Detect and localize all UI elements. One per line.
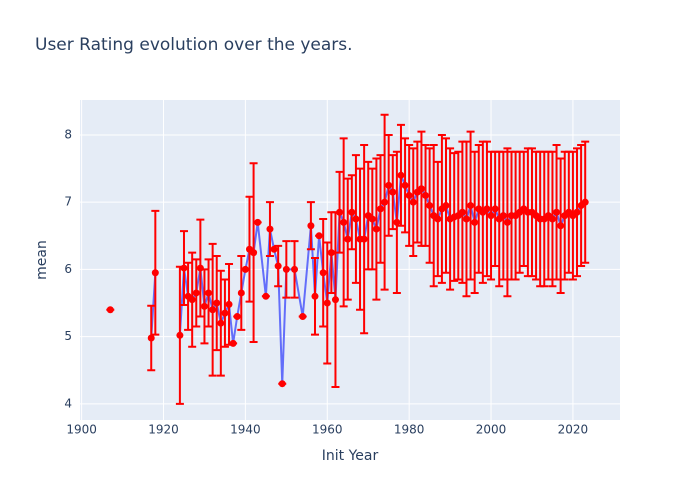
marker [270, 245, 278, 253]
marker [499, 212, 507, 220]
marker [426, 202, 434, 210]
marker [458, 208, 466, 216]
marker [503, 218, 511, 226]
marker [233, 312, 241, 320]
marker [377, 205, 385, 213]
marker [291, 265, 299, 273]
marker [188, 296, 196, 304]
x-tick-label: 2020 [558, 423, 589, 437]
marker [180, 264, 188, 272]
marker [262, 292, 270, 300]
y-tick-label: 8 [64, 127, 72, 141]
marker [225, 300, 233, 308]
marker [176, 331, 184, 339]
marker [221, 309, 229, 317]
y-tick-label: 5 [64, 329, 72, 343]
marker [266, 225, 274, 233]
marker [200, 302, 208, 310]
marker [274, 262, 282, 270]
marker [192, 289, 200, 297]
marker [196, 264, 204, 272]
marker [385, 181, 393, 189]
marker [344, 235, 352, 243]
marker [299, 312, 307, 320]
marker [237, 289, 245, 297]
marker [381, 198, 389, 206]
x-tick-label: 1960 [312, 423, 343, 437]
marker [319, 269, 327, 277]
marker [487, 212, 495, 220]
marker [405, 191, 413, 199]
marker [151, 269, 159, 277]
x-tick-label: 1900 [66, 423, 97, 437]
marker [213, 299, 221, 307]
marker [352, 215, 360, 223]
marker [106, 306, 114, 314]
y-axis-label: mean [34, 240, 50, 280]
marker [217, 319, 225, 327]
plot-area [80, 100, 620, 420]
marker [311, 292, 319, 300]
marker [282, 265, 290, 273]
marker [401, 181, 409, 189]
marker [462, 215, 470, 223]
marker [307, 222, 315, 230]
marker [254, 218, 262, 226]
marker [368, 215, 376, 223]
marker [393, 218, 401, 226]
marker [205, 289, 213, 297]
marker [250, 249, 258, 257]
y-tick-label: 6 [64, 262, 72, 276]
marker [340, 218, 348, 226]
x-tick-label: 1980 [394, 423, 425, 437]
marker [336, 208, 344, 216]
marker [483, 205, 491, 213]
marker [409, 198, 417, 206]
marker [331, 296, 339, 304]
marker [491, 205, 499, 213]
marker [372, 225, 380, 233]
marker [397, 171, 405, 179]
marker [581, 198, 589, 206]
marker [315, 232, 323, 240]
marker [327, 249, 335, 257]
marker [389, 188, 397, 196]
y-tick-label: 7 [64, 195, 72, 209]
marker [434, 215, 442, 223]
marker [323, 299, 331, 307]
marker [471, 218, 479, 226]
x-tick-label: 1920 [148, 423, 179, 437]
marker [417, 185, 425, 193]
marker [229, 339, 237, 347]
x-tick-label: 2000 [476, 423, 507, 437]
marker [209, 306, 217, 314]
x-tick-label: 1940 [230, 423, 261, 437]
marker [360, 235, 368, 243]
chart-title: User Rating evolution over the years. [35, 35, 353, 55]
marker [147, 334, 155, 342]
marker [442, 202, 450, 210]
marker [557, 222, 565, 230]
marker [553, 208, 561, 216]
marker [467, 202, 475, 210]
marker [548, 215, 556, 223]
marker [573, 208, 581, 216]
marker [422, 191, 430, 199]
x-axis-label: Init Year [322, 448, 379, 464]
marker [348, 208, 356, 216]
marker [278, 380, 286, 388]
y-tick-label: 4 [64, 396, 72, 410]
marker [241, 265, 249, 273]
